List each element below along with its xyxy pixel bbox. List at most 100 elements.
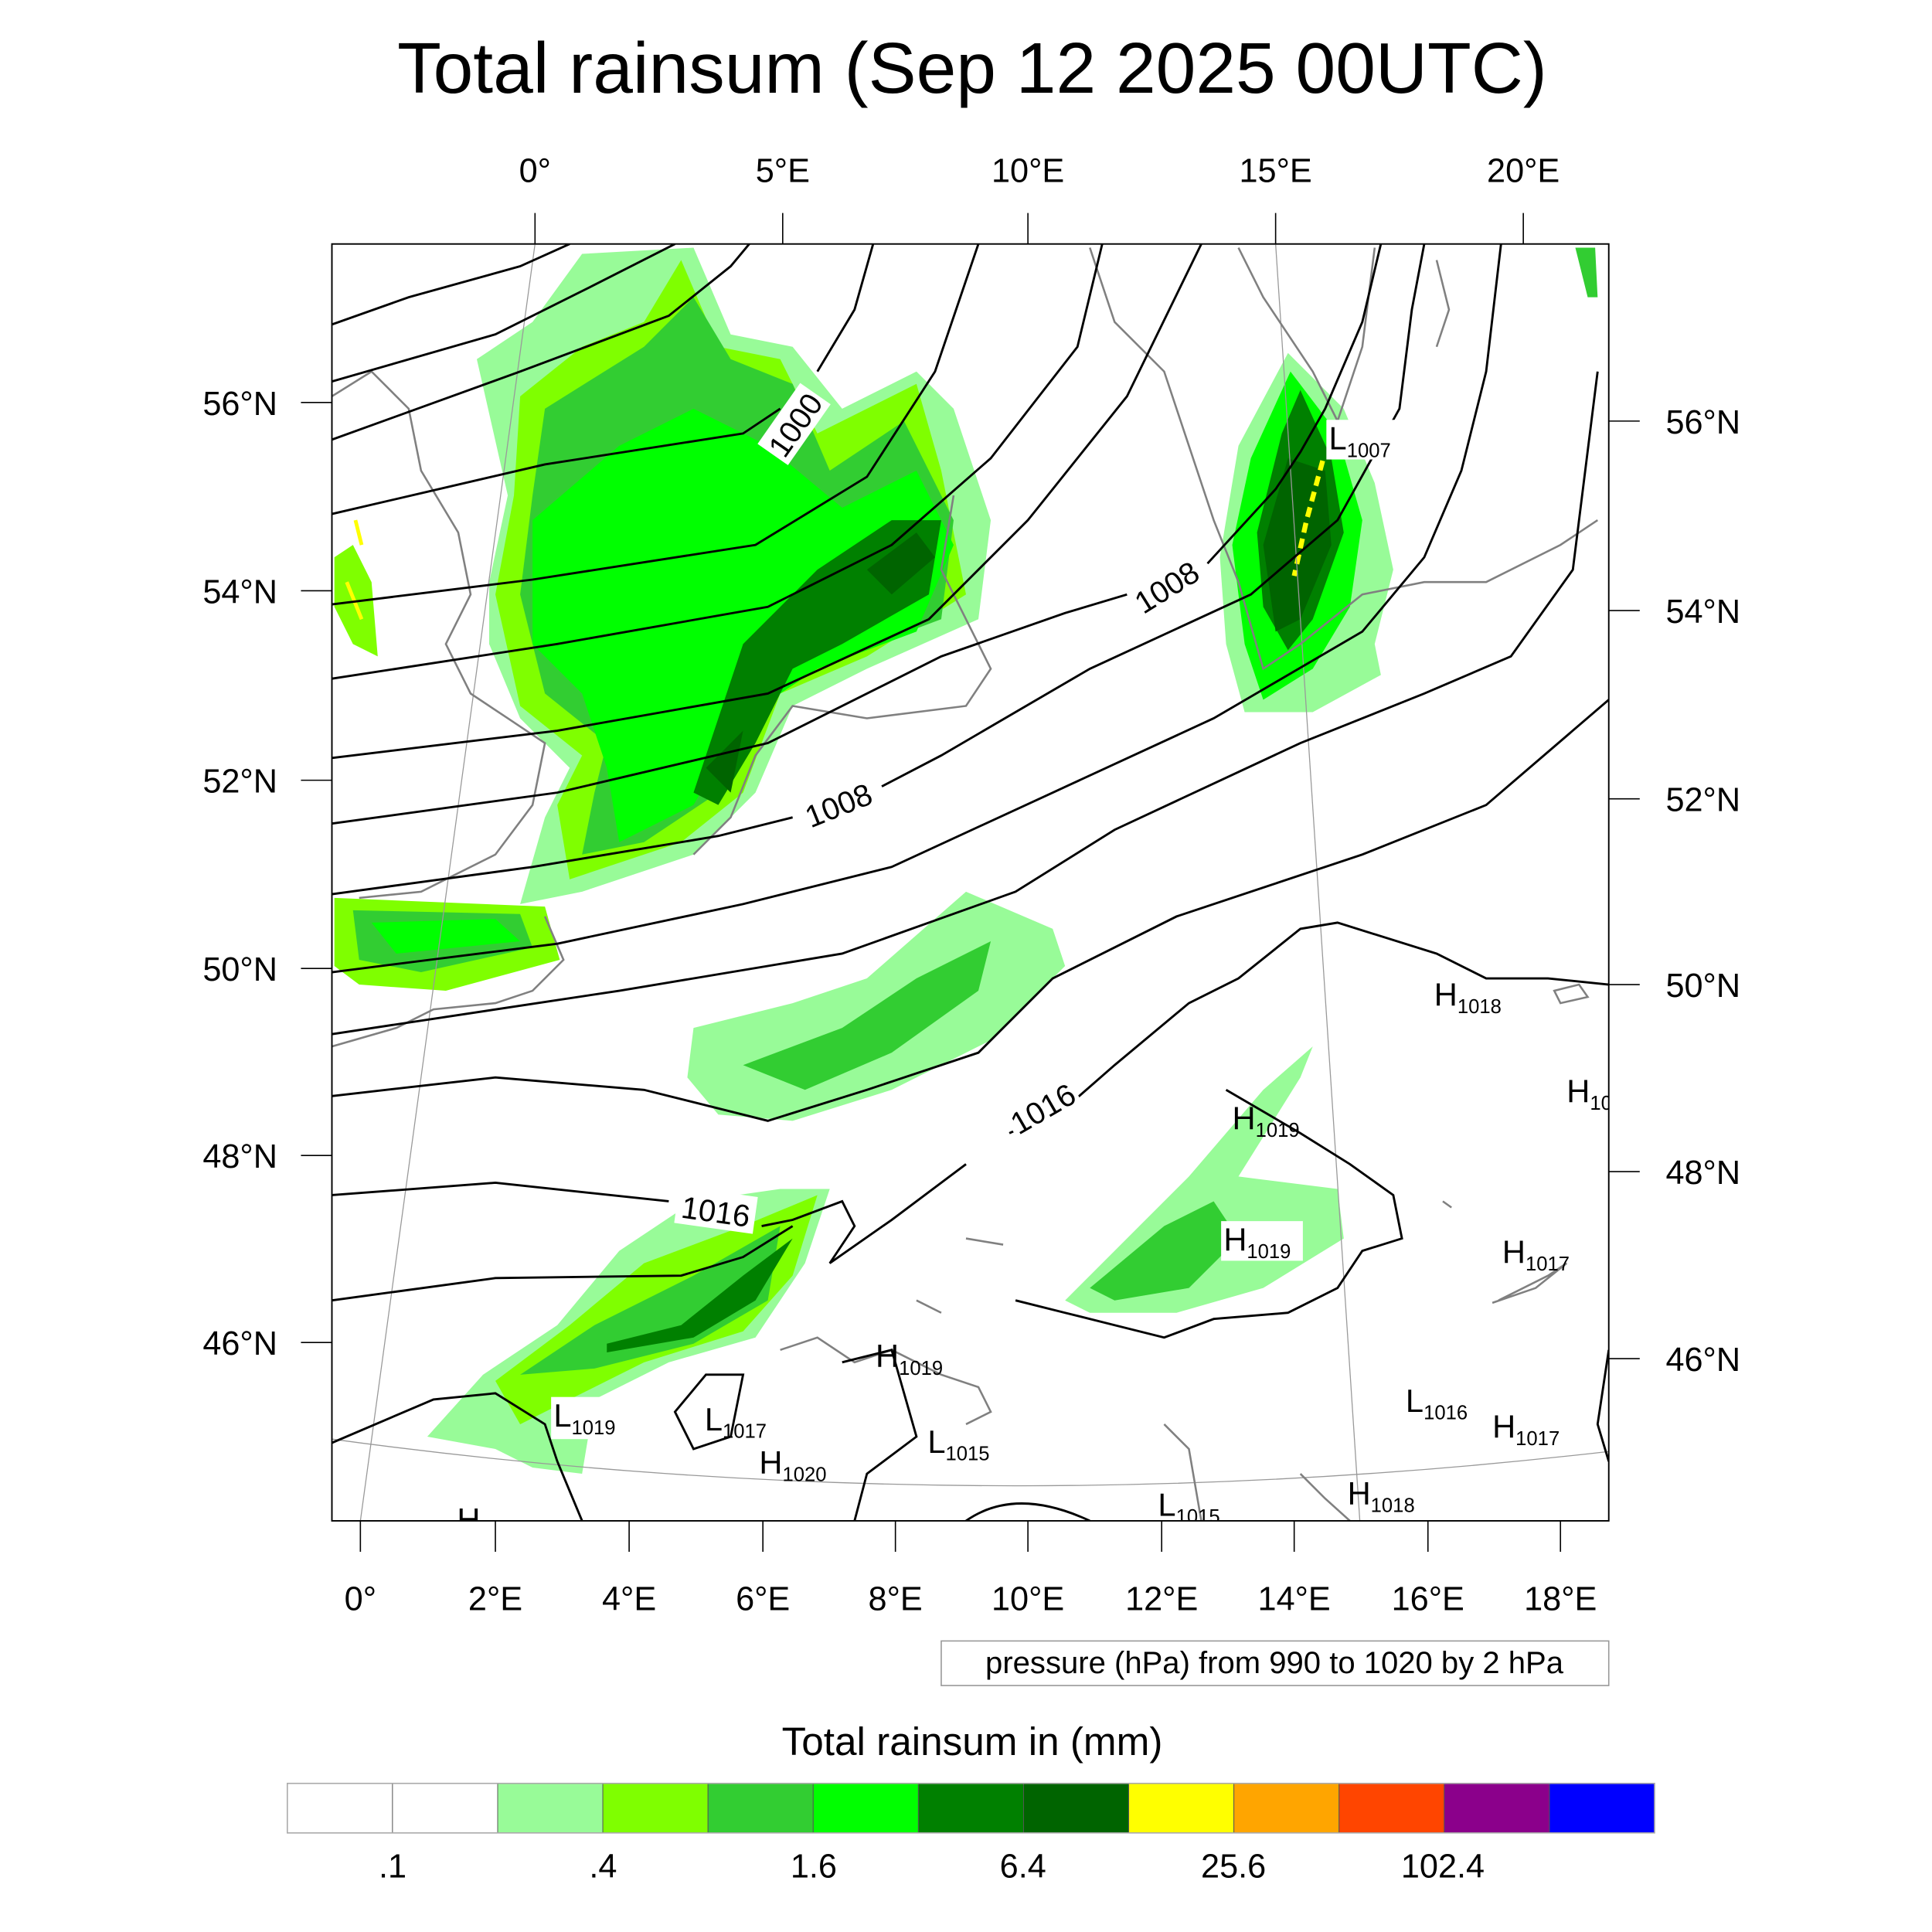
- lon-label: 6°E: [736, 1580, 790, 1617]
- rain-area-channel-strip: [371, 919, 521, 954]
- pressure-center-high: H1017: [1502, 1234, 1570, 1276]
- chart-title: Total rainsum (Sep 12 2025 00UTC): [397, 28, 1547, 108]
- lon-label: 16°E: [1392, 1580, 1464, 1617]
- lat-label: 50°N: [202, 951, 277, 988]
- rain-area-southeast-inner: [1090, 1201, 1239, 1301]
- colorbar-label: 1.6: [791, 1848, 837, 1885]
- pressure-center-high: H10: [1566, 1073, 1612, 1114]
- colorbar-label: 25.6: [1201, 1848, 1266, 1885]
- lon-label: 15°E: [1240, 153, 1312, 190]
- lon-label: 18°E: [1524, 1580, 1597, 1617]
- rain-area-northsea-dark: [693, 520, 941, 805]
- lat-label: 52°N: [1665, 782, 1740, 819]
- rain-area-northsea-darkest: [706, 532, 935, 793]
- lon-label: 2°E: [468, 1580, 522, 1617]
- pressure-center-high: H: [457, 1502, 480, 1538]
- rain-area-central-streaks: [743, 940, 992, 1090]
- svg-text:L1015: L1015: [927, 1423, 989, 1465]
- svg-text:L1007: L1007: [1329, 420, 1391, 462]
- colorbar-box: [1444, 1783, 1550, 1834]
- pressure-center-high: H1020: [759, 1444, 826, 1486]
- lat-label: 48°N: [202, 1138, 277, 1175]
- rain-area-southwest-band-dark: [607, 1238, 793, 1352]
- left-latitude-labels: 56°N 54°N 52°N 50°N 48°N 46°N: [202, 386, 277, 1362]
- lat-label: 48°N: [1665, 1155, 1740, 1192]
- pressure-center-low: L1016: [1406, 1383, 1468, 1424]
- pressure-contours: [332, 243, 1609, 1521]
- colorbar-box: [1549, 1783, 1655, 1834]
- svg-text:L1016: L1016: [1406, 1383, 1468, 1424]
- colorbar-box: [602, 1783, 709, 1834]
- rain-area-northeast-corner: [1575, 247, 1598, 298]
- svg-text:L1015: L1015: [1158, 1487, 1219, 1529]
- svg-text:H1019: H1019: [876, 1338, 943, 1379]
- colorbar-box: [812, 1783, 919, 1834]
- lon-label: 10°E: [992, 1580, 1064, 1617]
- svg-text:L1019: L1019: [553, 1397, 615, 1439]
- bottom-longitude-labels: 0° 2°E 4°E 6°E 8°E 10°E 12°E 14°E 16°E 1…: [345, 1580, 1597, 1617]
- lon-label: 4°E: [602, 1580, 656, 1617]
- pressure-center-low: L1015: [1158, 1487, 1219, 1529]
- svg-text:H1018: H1018: [1348, 1475, 1415, 1517]
- rain-area-baltic-darkest: [1263, 457, 1332, 632]
- colorbar-box: [1022, 1783, 1130, 1834]
- svg-text:H1019: H1019: [1223, 1222, 1291, 1264]
- svg-text:H1017: H1017: [1502, 1234, 1570, 1276]
- colorbar-box: [1233, 1783, 1340, 1834]
- right-latitude-labels: 56°N 54°N 52°N 50°N 48°N 46°N: [1665, 404, 1740, 1379]
- colorbar-box: [497, 1783, 604, 1834]
- colorbar-frame: [286, 1782, 1655, 1834]
- svg-text:H10: H10: [1566, 1073, 1612, 1114]
- pressure-center-low: L1017: [705, 1401, 767, 1443]
- colorbar-box: [1338, 1783, 1445, 1834]
- top-longitude-labels: 0° 5°E 10°E 15°E 20°E: [519, 153, 1560, 190]
- colorbar-label: 6.4: [1000, 1848, 1046, 1885]
- colorbar-box: [287, 1783, 393, 1834]
- pressure-center-high: H1018: [1434, 976, 1502, 1018]
- pressure-note: pressure (hPa) from 990 to 1020 by 2 hPa: [985, 1646, 1564, 1680]
- colorbar-label: .4: [589, 1848, 617, 1885]
- rain-field: [334, 247, 1598, 1475]
- axis-ticks: [301, 213, 1640, 1553]
- svg-text:H: H: [457, 1502, 480, 1538]
- graticule: [332, 243, 1609, 1521]
- plot-frame: [331, 243, 1610, 1522]
- lon-label: 14°E: [1258, 1580, 1331, 1617]
- svg-text:H1020: H1020: [759, 1444, 826, 1486]
- rain-area-northsea-bright: [532, 408, 954, 842]
- pressure-center-high: H1017: [1492, 1409, 1560, 1451]
- colorbar-box: [917, 1783, 1024, 1834]
- svg-text:H1017: H1017: [1492, 1409, 1560, 1451]
- lat-label: 46°N: [1665, 1342, 1740, 1379]
- colorbar-box: [1128, 1783, 1235, 1834]
- lat-label: 56°N: [202, 386, 277, 423]
- colorbar-labels: .1 .4 1.6 6.4 25.6 102.4: [379, 1848, 1485, 1885]
- colorbar: [286, 1782, 1655, 1834]
- lat-label: 56°N: [1665, 404, 1740, 441]
- lon-label: 8°E: [869, 1580, 923, 1617]
- pressure-centers: L1007 H1018 H10 H1019 H1019 H1017 H1019 …: [457, 420, 1612, 1538]
- lat-label: 50°N: [1665, 968, 1740, 1005]
- coastlines: [332, 247, 1599, 1521]
- colorbar-label: 102.4: [1401, 1848, 1485, 1885]
- pressure-center-low: L1007: [1326, 420, 1409, 462]
- lon-label: 12°E: [1125, 1580, 1198, 1617]
- lon-label: 0°: [345, 1580, 376, 1617]
- pressure-center-high: H1019: [1221, 1221, 1303, 1263]
- map-plot-area: 1000 1008 1008 1016 1016 L1007 H1018 H10…: [332, 243, 1612, 1538]
- pressure-center-high: H1019: [1233, 1100, 1300, 1142]
- pressure-center-low: L1019: [551, 1396, 628, 1440]
- lat-label: 46°N: [202, 1325, 277, 1362]
- lon-label: 20°E: [1487, 153, 1560, 190]
- colorbar-title: Total rainsum in (mm): [782, 1719, 1163, 1764]
- colorbar-label: .1: [379, 1848, 406, 1885]
- lat-label: 52°N: [202, 764, 277, 801]
- lat-label: 54°N: [1665, 594, 1740, 631]
- pressure-center-high: H1019: [876, 1338, 943, 1379]
- pressure-note-box: pressure (hPa) from 990 to 1020 by 2 hPa: [940, 1640, 1610, 1686]
- pressure-center-low: L1015: [927, 1423, 989, 1465]
- svg-text:L1017: L1017: [705, 1401, 767, 1443]
- colorbar-box: [707, 1783, 814, 1834]
- colorbar-box: [392, 1783, 498, 1834]
